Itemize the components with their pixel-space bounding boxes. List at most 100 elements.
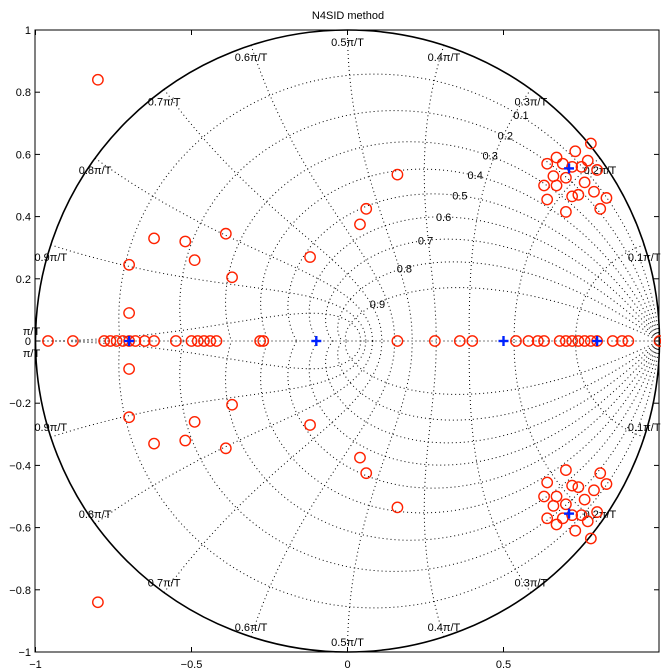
zero-marker — [391, 335, 404, 347]
zero-marker — [600, 478, 613, 490]
zero-marker — [188, 254, 201, 267]
zero-marker — [360, 467, 373, 480]
damping-curve — [344, 340, 660, 395]
y-tick-label: 0.4 — [16, 212, 31, 224]
zero-marker — [179, 235, 192, 248]
damping-label: 0.2 — [498, 131, 513, 143]
frequency-label: π/T — [23, 348, 41, 360]
zero-marker — [560, 498, 572, 511]
natural-freq-curve — [94, 340, 374, 525]
zero-marker — [569, 145, 582, 158]
zero-marker — [550, 151, 563, 164]
zero-marker — [67, 335, 79, 347]
zero-marker — [622, 335, 635, 347]
damping-label: 0.5 — [452, 190, 467, 202]
zero-marker — [560, 464, 572, 476]
zero-marker — [541, 157, 554, 170]
frequency-label: 0.4π/T — [428, 52, 461, 64]
zero-marker — [179, 434, 192, 447]
y-tick-label: −0.6 — [9, 523, 31, 535]
zero-marker — [204, 335, 217, 347]
frequency-label: 0.2π/T — [584, 509, 617, 521]
natural-freq-curve — [50, 244, 367, 342]
zero-marker — [600, 192, 613, 204]
zgrid-labels: 0.10.20.30.40.50.60.7 0.8 0.9 0.1π/T 0.1π/T 0… — [23, 37, 661, 649]
damping-curve — [287, 340, 660, 489]
frequency-label: 0.7π/T — [148, 96, 181, 108]
zero-marker — [616, 335, 628, 347]
frequency-label: 0.4π/T — [428, 622, 461, 634]
frequency-label: 0.1π/T — [628, 422, 661, 434]
zero-marker — [550, 179, 563, 192]
damping-curve — [179, 340, 660, 572]
natural-freq-curve — [513, 157, 601, 342]
natural-freq-curve — [423, 45, 445, 342]
zero-marker — [123, 411, 136, 424]
zero-marker — [572, 481, 585, 494]
natural-freq-curve — [250, 45, 396, 342]
zero-marker — [566, 190, 579, 203]
zero-marker — [538, 490, 550, 503]
zero-marker — [569, 524, 582, 537]
x-tick-label: −1 — [29, 659, 42, 671]
zero-marker — [304, 251, 316, 263]
zero-marker — [219, 442, 232, 455]
natural-freq-curve — [163, 340, 383, 593]
zero-marker — [360, 202, 373, 215]
poles-series — [124, 163, 603, 519]
pole-marker — [564, 508, 575, 519]
zero-marker — [566, 335, 579, 347]
zero-marker — [123, 335, 136, 347]
zero-marker — [560, 206, 572, 218]
zero-marker — [148, 335, 160, 347]
zero-marker — [391, 168, 404, 181]
zeros-series — [42, 73, 661, 609]
zero-marker — [188, 415, 201, 428]
zero-marker — [104, 335, 117, 347]
damping-curve — [118, 73, 660, 342]
zero-marker — [578, 176, 591, 189]
zero-marker — [226, 398, 238, 411]
damping-curve — [308, 216, 660, 342]
zero-marker — [566, 479, 579, 492]
frequency-label: 0.1π/T — [628, 252, 661, 264]
damping-curve — [344, 287, 660, 342]
pole-marker — [564, 163, 575, 174]
frequency-label: 0.6π/T — [235, 52, 268, 64]
zero-marker — [591, 164, 603, 176]
zero-marker — [148, 437, 160, 450]
zero-marker — [466, 335, 479, 347]
damping-label: 0.7 — [418, 236, 433, 248]
zero-marker — [531, 335, 544, 347]
natural-freq-curve — [50, 340, 367, 438]
damping-curve — [325, 340, 660, 444]
natural-freq-curve — [250, 340, 396, 637]
zero-marker — [594, 467, 607, 480]
zero-marker — [591, 335, 603, 347]
zero-marker — [123, 258, 136, 271]
zero-marker — [226, 271, 238, 284]
damping-curve — [260, 340, 660, 514]
damping-label: 0.1 — [513, 110, 528, 122]
zero-marker — [538, 179, 550, 192]
y-tick-label: −1 — [18, 647, 31, 659]
zero-marker — [510, 335, 522, 347]
zero-marker — [541, 193, 554, 206]
frequency-label: 0.9π/T — [34, 422, 67, 434]
damping-label: 0.8 — [397, 264, 412, 276]
zero-marker — [553, 335, 566, 347]
y-tick-label: −0.8 — [9, 585, 31, 597]
zero-marker — [588, 484, 600, 497]
damping-curve — [118, 340, 660, 609]
damping-curve — [287, 193, 660, 342]
zero-marker — [538, 335, 550, 347]
x-tick-label: 0 — [344, 659, 350, 671]
zero-marker — [138, 335, 151, 347]
zero-marker — [148, 232, 160, 245]
zero-marker — [185, 335, 198, 347]
zgrid — [35, 29, 660, 653]
zero-marker — [591, 506, 603, 518]
damping-curve — [225, 340, 660, 541]
zero-marker — [584, 532, 597, 545]
